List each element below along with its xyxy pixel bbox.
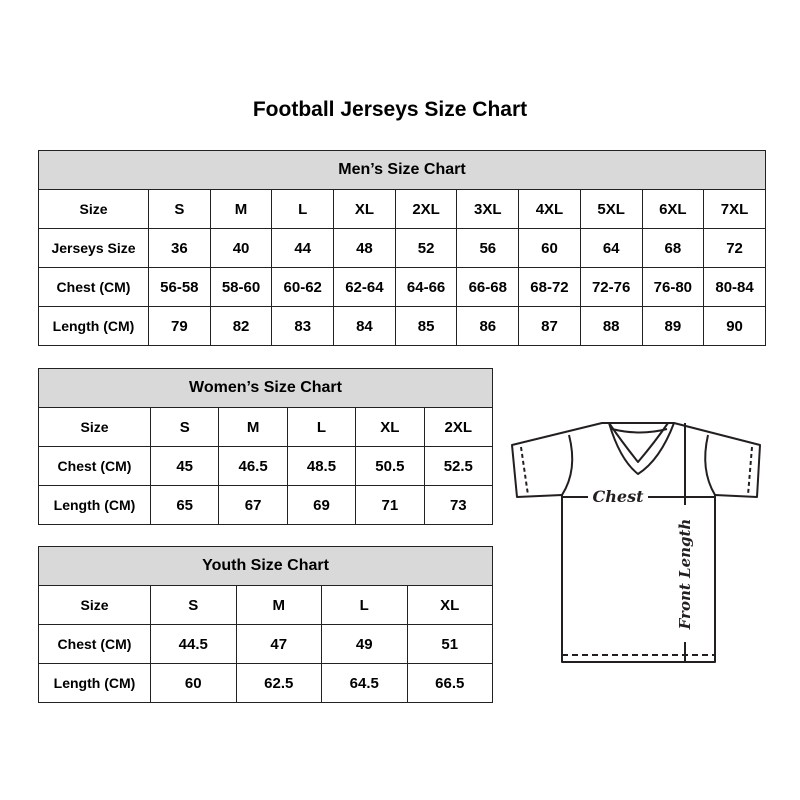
table-cell: 79 [148,306,211,346]
collar-inner [608,422,669,463]
table-cell: 85 [394,306,458,346]
table-cell: L [321,585,408,625]
table-heading: Women’s Size Chart [37,368,494,408]
chest-label: Chest [593,487,645,506]
table-row: Size S M L XL 2XL [38,407,494,447]
table-cell: 7XL [703,189,766,229]
row-label: Length (CM) [38,663,151,703]
table-cell: 60 [150,663,237,703]
table-cell: 4XL [518,189,581,229]
right-armhole [704,434,716,496]
youth-size-table: Youth Size Chart Size S M L XL Chest (CM) 44.5 4… [37,546,494,703]
table-cell: 44.5 [150,624,237,664]
table-cell: 66.5 [406,663,494,703]
table-cell: 48 [333,228,396,268]
table-row: Size S M L XL 2XL 3XL 4XL 5XL 6XL 7XL [38,189,766,229]
table-cell: 40 [209,228,273,268]
table-cell: 87 [518,306,581,346]
table-cell: 65 [149,485,220,525]
table-cell: 60 [518,228,581,268]
table-cell: M [218,407,288,447]
table-cell: 90 [703,306,766,346]
table-cell: 68 [641,228,705,268]
table-heading: Youth Size Chart [37,546,494,586]
table-row: Size S M L XL [38,585,494,625]
table-cell: 2XL [423,407,494,447]
table-cell: 73 [423,485,494,525]
table-cell: 88 [579,306,643,346]
row-label: Chest (CM) [38,446,151,486]
table-cell: S [150,585,237,625]
womens-size-table: Women’s Size Chart Size S M L XL 2XL Chest (CM)… [37,368,494,525]
table-cell: 64 [579,228,643,268]
mens-size-table: Men’s Size Chart Size S M L XL 2XL 3XL 4XL 5XL 6XL… [38,150,766,346]
table-cell: 6XL [641,189,705,229]
table-cell: 60-62 [271,267,335,307]
left-armhole [561,434,574,496]
table-cell: 51 [406,624,494,664]
table-cell: 82 [209,306,273,346]
table-row: Length (CM) 60 62.5 64.5 66.5 [38,663,494,703]
front-length-label: Front Length [676,519,694,631]
table-cell: 52.5 [423,446,494,486]
table-cell: 71 [355,485,425,525]
table-cell: 76-80 [641,267,705,307]
table-row: Chest (CM) 44.5 47 49 51 [38,624,494,664]
table-cell: 48.5 [286,446,357,486]
table-row: Length (CM) 79 82 83 84 85 86 87 88 89 90 [38,306,766,346]
table-row: Chest (CM) 45 46.5 48.5 50.5 52.5 [38,446,494,486]
row-label: Jerseys Size [38,228,149,268]
table-cell: 49 [321,624,408,664]
table-cell: M [235,585,322,625]
shirt-outline [511,422,761,663]
table-cell: L [271,189,335,229]
table-cell: XL [333,189,396,229]
row-label: Size [38,189,149,229]
table-row: Jerseys Size 36 40 44 48 52 56 60 64 68 72 [38,228,766,268]
table-cell: 84 [333,306,396,346]
table-cell: 44 [271,228,335,268]
row-label: Chest (CM) [38,624,151,664]
row-label: Length (CM) [38,485,151,525]
table-cell: 72-76 [579,267,643,307]
table-heading: Men’s Size Chart [38,150,766,190]
table-cell: XL [355,407,425,447]
table-cell: 62.5 [235,663,322,703]
table-cell: 64.5 [321,663,408,703]
table-cell: 5XL [579,189,643,229]
row-label: Size [38,585,151,625]
table-cell: 62-64 [333,267,396,307]
row-label: Length (CM) [38,306,149,346]
page-title: Football Jerseys Size Chart [252,98,528,121]
table-cell: 45 [149,446,220,486]
table-cell: 50.5 [355,446,425,486]
table-cell: 69 [286,485,357,525]
table-cell: 56-58 [148,267,211,307]
table-cell: 68-72 [518,267,581,307]
collar-outer [601,422,675,475]
table-cell: 47 [235,624,322,664]
row-label: Size [38,407,151,447]
table-cell: 80-84 [703,267,766,307]
collar-band [611,428,668,434]
table-cell: 36 [148,228,211,268]
table-row: Length (CM) 65 67 69 71 73 [38,485,494,525]
table-cell: 66-68 [456,267,520,307]
table-cell: 67 [218,485,288,525]
table-cell: L [286,407,357,447]
table-cell: 86 [456,306,520,346]
